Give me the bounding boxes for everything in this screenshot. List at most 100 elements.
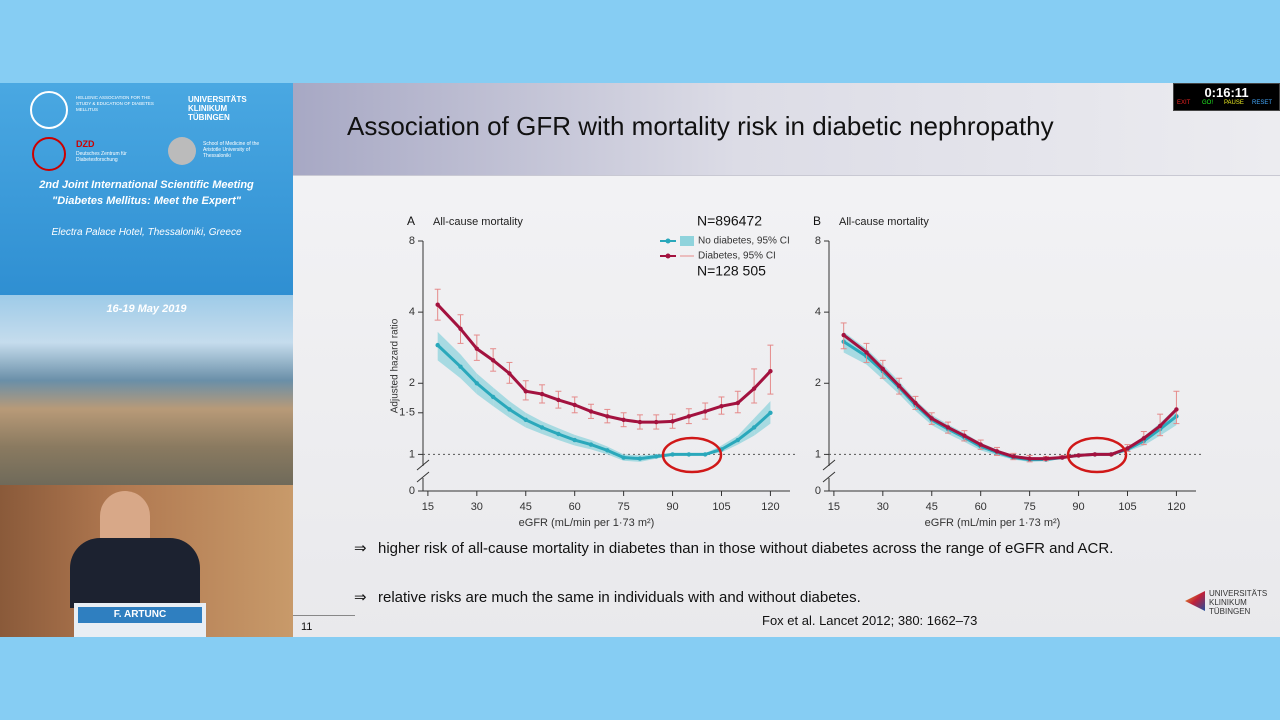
series-point <box>841 332 846 338</box>
series-point <box>523 417 528 423</box>
y-tick-label: 0 <box>815 485 821 497</box>
legend-label: No diabetes, 95% CI <box>698 236 790 247</box>
series-point <box>994 449 1000 454</box>
series-point <box>1125 446 1130 451</box>
series-point <box>507 407 512 412</box>
series-point <box>1157 423 1163 429</box>
axis-break <box>416 459 430 471</box>
y-tick-label: 4 <box>409 306 415 318</box>
x-tick-label: 75 <box>1024 501 1036 513</box>
y-tick-label: 8 <box>409 235 415 247</box>
logo-text: UNIVERSITÄTS KLINIKUM TÜBINGEN <box>188 95 247 122</box>
slide-title: Association of GFR with mortality risk i… <box>347 111 1054 141</box>
series-point <box>1060 455 1065 460</box>
series-point <box>1076 453 1081 458</box>
panel-letter: B <box>813 214 821 228</box>
y-tick-label: 2 <box>815 377 821 389</box>
series-point <box>572 402 577 408</box>
series-point <box>435 302 440 307</box>
panel-letter: A <box>407 214 415 228</box>
panel-title: All-cause mortality <box>433 216 523 228</box>
series-point <box>719 403 724 409</box>
logo-text: UNIVERSITÄTS KLINIKUM TÜBINGEN <box>1209 589 1268 616</box>
logo-text: Deutsches Zentrum für Diabetesforschung <box>76 151 127 163</box>
series-point <box>751 425 757 430</box>
speaker-name: F. ARTUNC <box>78 607 202 623</box>
series-point <box>474 381 480 386</box>
city-photo <box>0 295 293 485</box>
series-line <box>842 340 1178 462</box>
series-point <box>458 364 463 369</box>
series-point <box>474 346 480 351</box>
series-line <box>842 333 1178 461</box>
series-point <box>523 389 528 394</box>
footer-rule <box>293 615 355 616</box>
timer-button[interactable]: PAUSE <box>1224 100 1244 106</box>
x-tick-label: 30 <box>471 501 483 513</box>
x-axis-label: eGFR (mL/min per 1·73 m²) <box>925 517 1061 529</box>
series-point <box>637 456 643 461</box>
series-point <box>751 386 757 391</box>
series-point <box>768 368 773 374</box>
y-tick-label: 8 <box>815 235 821 247</box>
ci-band <box>737 418 755 445</box>
axis-break <box>416 471 430 483</box>
timer-button[interactable]: GO! <box>1202 100 1214 106</box>
series-point <box>962 433 967 438</box>
series-point <box>654 419 659 425</box>
legend-marker <box>665 253 671 259</box>
series-point <box>702 452 708 457</box>
series-point <box>896 383 902 389</box>
series-point <box>1141 436 1147 441</box>
bullet: higher risk of all-cause mortality in di… <box>354 539 1148 559</box>
x-tick-label: 15 <box>422 501 434 513</box>
series-point <box>605 448 610 453</box>
title-band <box>293 83 1280 176</box>
highlight-ellipse <box>1066 436 1128 474</box>
logo-icon <box>30 91 68 129</box>
venue: Electra Palace Hotel, Thessaloniki, Gree… <box>51 227 242 238</box>
page-number: 11 <box>301 621 313 633</box>
x-tick-label: 60 <box>569 501 581 513</box>
timer-time: 0:16:11 <box>1204 85 1249 100</box>
series-point <box>1174 407 1179 412</box>
series-point <box>572 437 577 443</box>
series-point <box>864 350 869 355</box>
x-tick-label: 105 <box>1118 501 1136 513</box>
x-tick-label: 90 <box>666 501 678 513</box>
series-point <box>621 455 626 460</box>
series-point <box>735 437 741 443</box>
series-point <box>686 452 692 457</box>
series-point <box>1108 452 1114 457</box>
y-tick-label: 2 <box>409 377 415 389</box>
y-axis-label: Adjusted hazard ratio <box>390 318 401 413</box>
timer: 0:16:11 EXIT GO! PAUSE RESET <box>1173 83 1280 111</box>
series-point <box>539 425 545 430</box>
y-tick-label: 1 <box>409 448 415 460</box>
speaker-body <box>70 538 200 608</box>
timer-button[interactable]: RESET <box>1252 100 1273 106</box>
x-tick-label: 120 <box>1167 501 1185 513</box>
series-point <box>621 417 626 423</box>
slide: Association of GFR with mortality risk i… <box>293 83 1280 637</box>
logo-text: School of Medicine of the Aristotle Univ… <box>203 141 260 159</box>
x-tick-label: 105 <box>712 501 730 513</box>
meeting-subtitle: "Diabetes Mellitus: Meet the Expert" <box>52 195 241 207</box>
series-point <box>768 410 773 415</box>
logo-text: DZD <box>76 139 95 149</box>
logo-icon <box>32 137 66 171</box>
bullet: relative risks are much the same in indi… <box>354 588 1148 608</box>
timer-button[interactable]: EXIT <box>1177 100 1191 106</box>
series-point <box>1011 454 1016 459</box>
series-point <box>1027 456 1032 461</box>
series-point <box>490 358 496 363</box>
axis-break <box>822 471 836 483</box>
axis-break <box>822 459 836 471</box>
logo-icon <box>168 137 196 165</box>
legend-marker <box>665 238 671 244</box>
highlight-ellipse <box>661 436 723 474</box>
series-point <box>637 419 643 425</box>
conference-sidebar: HELLENIC ASSOCIATION FOR THE STUDY & EDU… <box>0 83 293 637</box>
